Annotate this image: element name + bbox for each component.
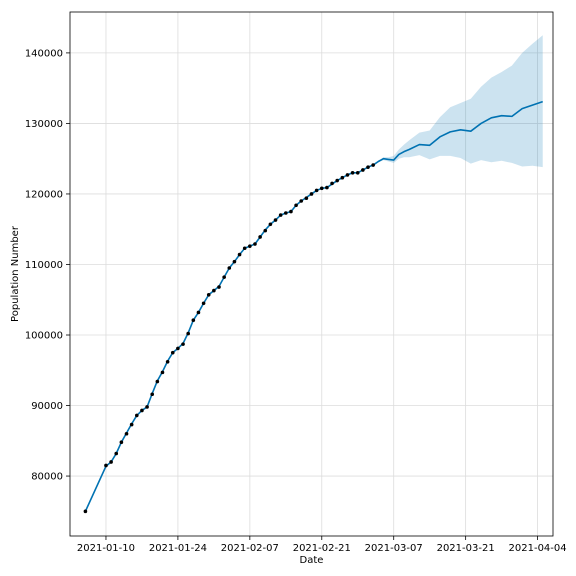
uncertainty-band xyxy=(85,35,543,512)
observed-point xyxy=(227,266,232,270)
observed-point xyxy=(335,178,339,183)
observed-point xyxy=(150,392,155,397)
observed-point xyxy=(319,186,324,191)
observed-point xyxy=(222,275,226,279)
observed-point xyxy=(155,379,160,384)
observed-point xyxy=(160,370,165,375)
y-tick-label: 90000 xyxy=(31,401,63,412)
uncertainty-band-layer xyxy=(85,35,543,512)
y-axis-label: Population Number xyxy=(10,225,21,322)
observed-point xyxy=(196,310,201,315)
grid-lines xyxy=(70,12,553,536)
y-tick-label: 100000 xyxy=(25,331,63,342)
x-tick-label: 2021-01-24 xyxy=(149,543,207,554)
observed-point xyxy=(114,451,119,456)
observed-point xyxy=(217,285,221,289)
observed-point xyxy=(355,171,360,175)
observed-point xyxy=(366,165,370,169)
observed-point xyxy=(242,246,247,251)
x-tick-label: 2021-02-07 xyxy=(221,543,279,554)
observed-point xyxy=(263,228,268,233)
observed-point xyxy=(325,185,329,190)
axis-ticks: 2021-01-10 2021-01-24 2021-02-07 2021-02-21… xyxy=(25,48,567,554)
observed-point xyxy=(124,431,129,436)
x-axis-label: Date xyxy=(300,555,324,566)
observed-point xyxy=(345,173,350,177)
observed-point xyxy=(371,163,375,167)
observed-point xyxy=(201,301,206,306)
observed-point xyxy=(181,342,185,346)
observed-point xyxy=(237,252,242,257)
observed-point xyxy=(109,460,113,464)
observed-point xyxy=(314,188,319,193)
observed-point xyxy=(273,218,278,222)
x-tick-label: 2021-02-21 xyxy=(293,543,351,554)
observed-point xyxy=(309,192,314,196)
observed-point xyxy=(212,288,216,293)
observed-point xyxy=(340,175,345,180)
y-tick-label: 120000 xyxy=(25,189,63,200)
observed-point xyxy=(176,346,180,351)
observed-point xyxy=(299,199,304,203)
y-tick-label: 80000 xyxy=(31,472,63,483)
observed-point xyxy=(165,360,170,364)
observed-points-layer xyxy=(83,163,375,514)
y-tick-label: 110000 xyxy=(25,260,63,271)
observed-point xyxy=(83,509,88,514)
observed-point xyxy=(278,213,283,217)
x-tick-label: 2021-03-07 xyxy=(365,543,423,554)
observed-point xyxy=(289,209,293,214)
forecast-line xyxy=(84,100,543,512)
x-tick-label: 2021-04-04 xyxy=(509,543,567,554)
observed-point xyxy=(170,350,175,355)
observed-point xyxy=(129,422,134,427)
plot-frame xyxy=(69,11,554,537)
observed-point xyxy=(191,318,196,322)
observed-point xyxy=(258,235,262,239)
observed-point xyxy=(253,242,257,246)
observed-point xyxy=(268,222,273,227)
x-tick-label: 2021-01-10 xyxy=(77,543,135,554)
observed-point xyxy=(140,408,144,413)
observed-point xyxy=(284,211,288,215)
forecast-line-layer xyxy=(84,100,543,512)
observed-point xyxy=(206,293,211,297)
observed-point xyxy=(145,405,149,409)
observed-point xyxy=(135,413,139,418)
observed-point xyxy=(248,244,252,248)
y-tick-label: 130000 xyxy=(25,119,63,130)
observed-point xyxy=(232,259,237,264)
y-tick-label: 140000 xyxy=(25,48,63,59)
observed-point xyxy=(304,196,309,200)
observed-point xyxy=(186,331,190,336)
x-tick-label: 2021-03-21 xyxy=(437,543,495,554)
observed-point xyxy=(350,171,355,175)
observed-point xyxy=(104,463,108,468)
observed-point xyxy=(119,440,124,445)
observed-point xyxy=(294,203,298,208)
observed-point xyxy=(361,168,365,172)
observed-point xyxy=(330,181,334,186)
